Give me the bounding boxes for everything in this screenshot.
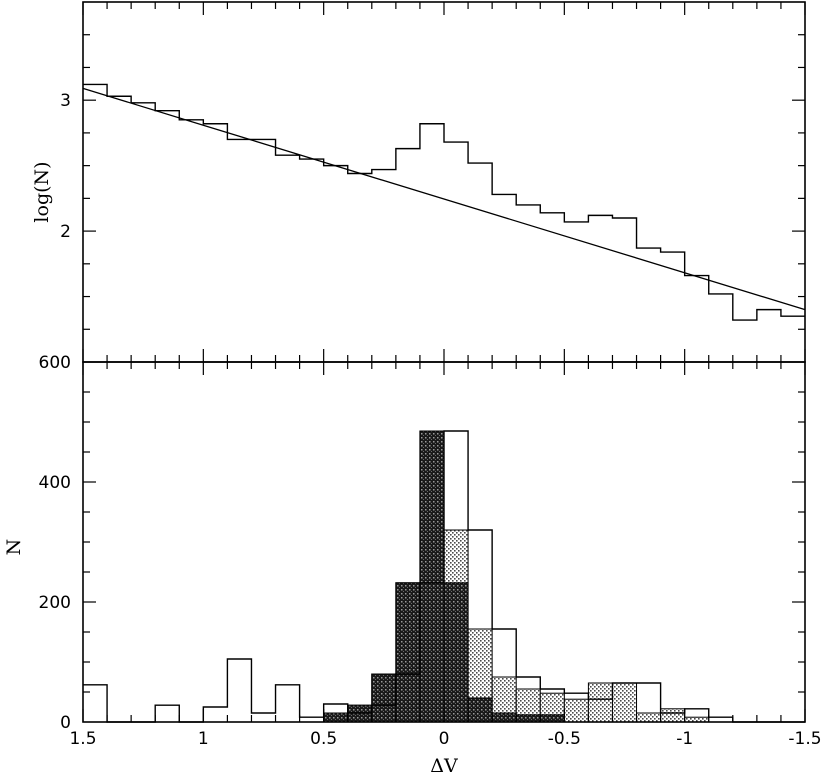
- x-tick-label: 1.5: [69, 729, 96, 749]
- fit-line: [82, 87, 806, 311]
- bottom-y-axis-label: N: [3, 539, 25, 556]
- dark-bar: [467, 697, 493, 723]
- x-tick-label: -1: [676, 729, 693, 749]
- bottom-plot-frame: [82, 361, 806, 723]
- dark-bar: [515, 714, 541, 723]
- dark-bar: [323, 712, 349, 723]
- light-bar: [611, 682, 638, 723]
- dark-bar: [443, 582, 469, 723]
- bottom-histogram: [83, 430, 805, 723]
- top-y-tick-label: 3: [60, 91, 71, 111]
- x-tick-label: -1.5: [788, 729, 821, 749]
- bottom-y-tick-label: 0: [60, 713, 71, 733]
- bottom-y-tick-label: 200: [39, 593, 71, 613]
- bottom-ticks: [82, 362, 806, 722]
- top-ticks: [82, 2, 806, 362]
- light-bar: [636, 712, 662, 723]
- top-panel: 23 log(N): [31, 1, 806, 363]
- dark-bar: [395, 582, 421, 723]
- dark-bar: [371, 673, 397, 723]
- dark-bar: [419, 430, 445, 723]
- light-bar: [563, 698, 589, 723]
- bottom-y-tick-label: 400: [39, 473, 71, 493]
- top-tick-labels: 23: [60, 91, 71, 242]
- dark-bar: [539, 714, 565, 723]
- top-step-histogram: [83, 83, 805, 321]
- top-histogram: [82, 83, 806, 321]
- dark-bar: [491, 712, 517, 723]
- bottom-panel: 0 200 400 600 1.5 1 0.5 0 -0.5 -1 -1.5 N ΔV: [3, 353, 822, 777]
- top-y-tick-label: 2: [60, 222, 71, 242]
- x-axis-label: ΔV: [430, 755, 458, 777]
- top-plot-frame: [82, 1, 806, 363]
- x-tick-label: 0.5: [310, 729, 337, 749]
- bottom-y-tick-label: 600: [39, 353, 71, 373]
- bottom-tick-labels: 0 200 400 600 1.5 1 0.5 0 -0.5 -1 -1.5: [39, 353, 822, 749]
- light-bar: [587, 682, 613, 723]
- bottom-step-histogram: [83, 430, 805, 723]
- top-y-axis-label: log(N): [31, 161, 53, 222]
- x-tick-label: 0: [439, 729, 450, 749]
- light-bar: [660, 708, 686, 723]
- x-tick-label: -0.5: [548, 729, 581, 749]
- x-tick-label: 1: [198, 729, 209, 749]
